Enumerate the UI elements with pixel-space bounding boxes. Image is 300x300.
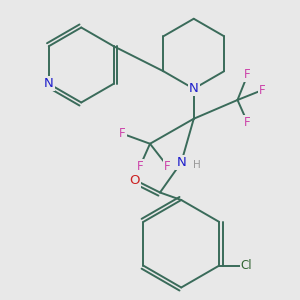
Text: F: F bbox=[259, 83, 266, 97]
Text: Cl: Cl bbox=[241, 259, 253, 272]
Text: H: H bbox=[193, 160, 200, 170]
Text: F: F bbox=[137, 160, 143, 173]
Text: N: N bbox=[176, 156, 186, 169]
Text: N: N bbox=[44, 77, 54, 90]
Text: O: O bbox=[130, 173, 140, 187]
Text: F: F bbox=[244, 68, 251, 82]
Text: F: F bbox=[164, 160, 171, 173]
Text: N: N bbox=[189, 82, 199, 95]
Text: F: F bbox=[244, 116, 251, 129]
Text: F: F bbox=[119, 127, 126, 140]
